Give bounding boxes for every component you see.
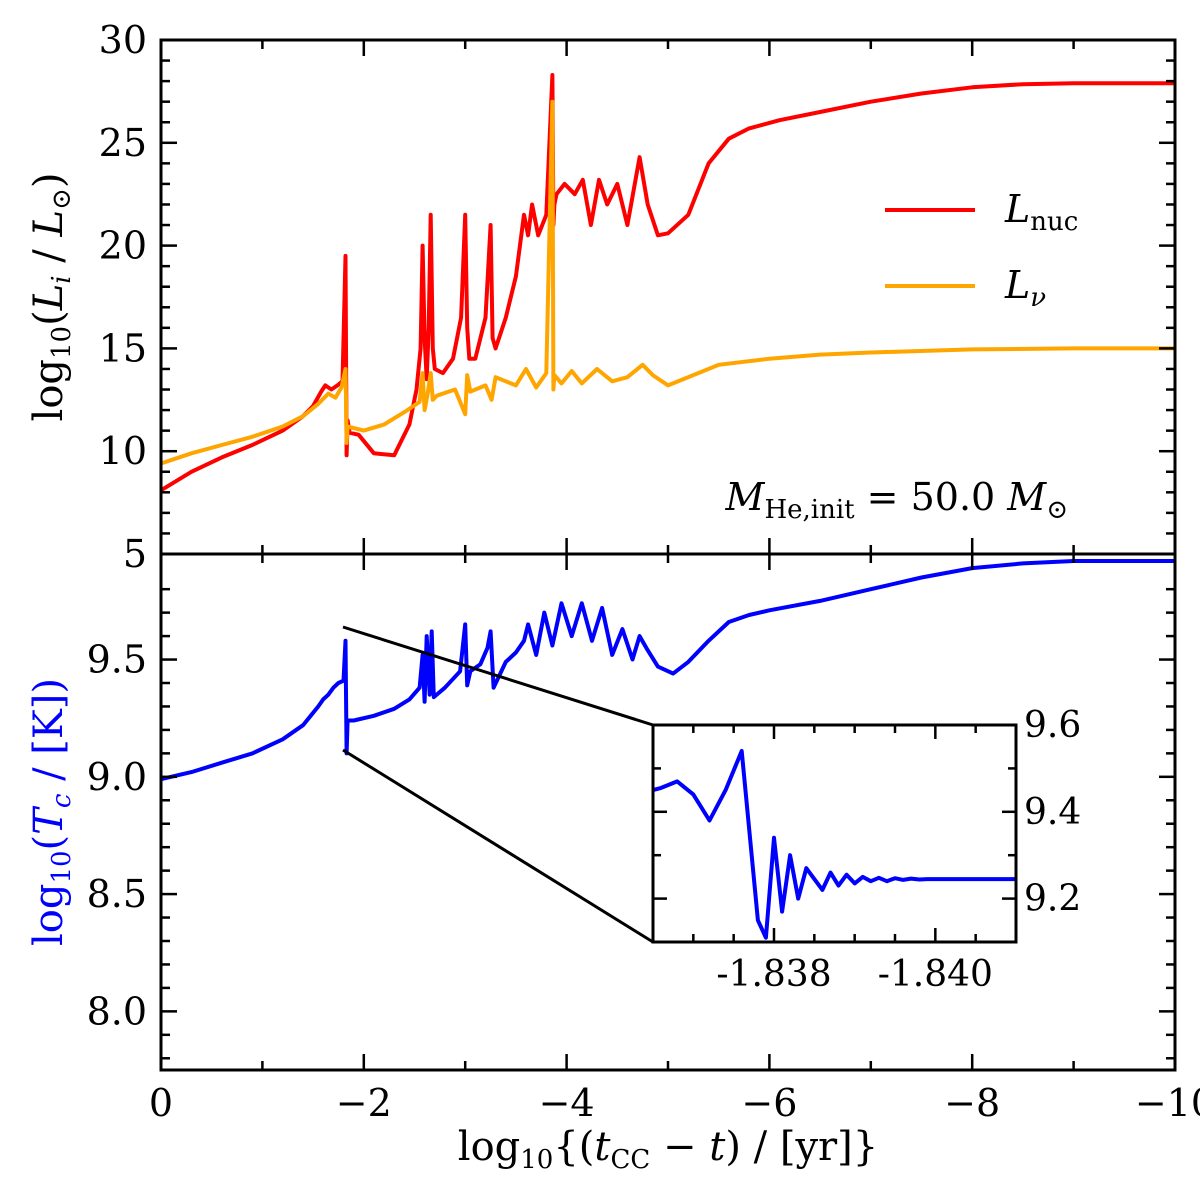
legend: Lnuc Lν: [885, 187, 1078, 313]
zoom-connector-bottom: [342, 748, 654, 944]
mass-annotation: MHe,init = 50.0 M⊙: [725, 475, 1068, 525]
bottom-ytick-label: 9.0: [87, 755, 147, 799]
inset-frame: [651, 723, 1018, 944]
bottom-panel: 9.5 9.0 8.5 8.0 0 −2 −4 −6 −8 −10 log10(Tc / [K])…: [26, 552, 1200, 1175]
inset-tick-labels: 9.6 9.4 9.2 -1.838 -1.840: [716, 705, 1081, 995]
inset-xtick-label: -1.840: [878, 954, 993, 995]
inset-curve: [653, 749, 1016, 940]
inset-ticks: [651, 723, 1018, 944]
series-line-inset-0: [653, 749, 1016, 940]
series-line-top-0: [161, 73, 1175, 493]
inset-ytick-label: 9.6: [1024, 705, 1081, 746]
top-tick-labels: 30 25 20 15 10 5: [99, 18, 147, 576]
bottom-xtick-label: −8: [944, 1081, 1000, 1125]
bottom-xtick-label: −6: [741, 1081, 797, 1125]
inset-xtick-label: -1.838: [716, 954, 831, 995]
inset-ytick-label: 9.4: [1024, 792, 1081, 833]
top-ytick-label: 15: [99, 326, 147, 370]
top-ytick-label: 10: [99, 429, 147, 473]
top-panel: 30 25 20 15 10 5 log10(Li / L⊙) Lnuc Lν MHe,i…: [26, 18, 1177, 576]
bottom-xtick-label: −4: [539, 1081, 595, 1125]
zoom-connector-top: [342, 625, 654, 727]
bottom-xtick-label: −2: [336, 1081, 392, 1125]
inset-panel: 9.6 9.4 9.2 -1.838 -1.840: [651, 705, 1081, 995]
bottom-xtick-label: −10: [1135, 1081, 1200, 1125]
top-ytick-label: 5: [123, 532, 147, 576]
bottom-tick-labels: 9.5 9.0 8.5 8.0 0 −2 −4 −6 −8 −10: [87, 638, 1200, 1125]
bottom-ticks: [159, 554, 1177, 1070]
legend-label-lnuc: Lnuc: [1004, 187, 1078, 237]
series-line-bottom-0: [161, 559, 1175, 782]
bottom-ytick-label: 8.5: [87, 872, 147, 916]
xlabel: log10{(tCC − t) / [yr]}: [458, 1124, 878, 1175]
series-line-top-1: [161, 99, 1175, 466]
bottom-ytick-label: 9.5: [87, 638, 147, 682]
top-ticks: [159, 38, 1177, 556]
inset-background: [653, 725, 1016, 942]
inset-ytick-label: 9.2: [1024, 879, 1081, 920]
bottom-ylabel: log10(Tc / [K]): [26, 678, 77, 946]
bottom-xtick-label: 0: [149, 1081, 173, 1125]
top-ytick-label: 20: [99, 224, 147, 268]
top-ylabel: log10(Li / L⊙): [26, 173, 77, 422]
bottom-ytick-label: 8.0: [87, 989, 147, 1033]
legend-label-lnu: Lν: [1004, 263, 1046, 313]
top-ytick-label: 30: [99, 18, 147, 62]
top-ytick-label: 25: [99, 121, 147, 165]
bottom-curve: [161, 559, 1175, 782]
top-curves: [161, 73, 1175, 493]
